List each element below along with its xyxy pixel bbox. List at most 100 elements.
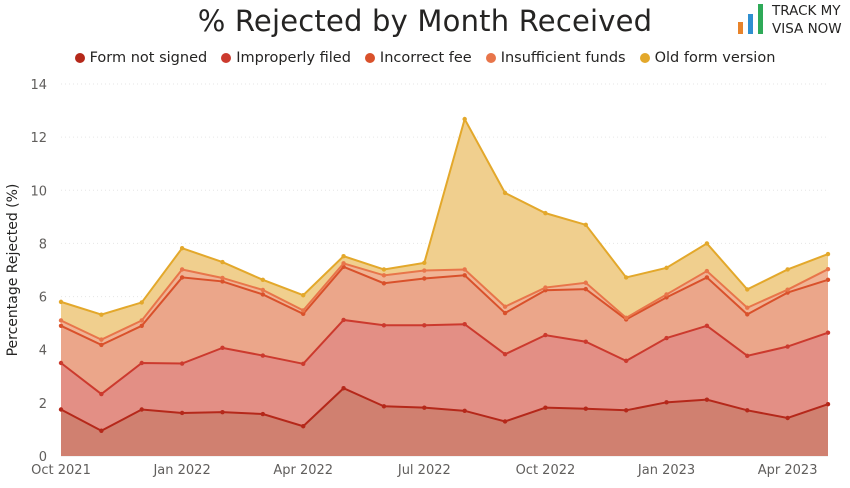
point-incorrect-fee bbox=[179, 275, 185, 280]
point-incorrect-fee bbox=[301, 311, 306, 317]
point-old-form-version bbox=[745, 287, 750, 292]
point-insufficient-funds bbox=[179, 267, 185, 272]
point-improperly-filed bbox=[623, 358, 629, 364]
point-incorrect-fee bbox=[704, 275, 710, 280]
point-old-form-version bbox=[139, 300, 144, 305]
point-old-form-version bbox=[301, 293, 306, 298]
point-insufficient-funds bbox=[462, 267, 467, 272]
legend-marker bbox=[485, 53, 496, 63]
point-form-not-signed bbox=[502, 419, 508, 424]
y-tick-label: 10 bbox=[30, 184, 47, 199]
point-form-not-signed bbox=[99, 428, 104, 433]
point-improperly-filed bbox=[139, 360, 144, 366]
point-form-not-signed bbox=[704, 397, 710, 402]
point-improperly-filed bbox=[58, 360, 64, 366]
legend-label: Improperly filed bbox=[236, 50, 351, 66]
point-improperly-filed bbox=[664, 335, 669, 341]
point-incorrect-fee bbox=[381, 281, 387, 286]
point-improperly-filed bbox=[543, 332, 548, 338]
point-form-not-signed bbox=[825, 401, 831, 407]
x-tick-label: Apr 2022 bbox=[273, 463, 333, 478]
point-improperly-filed bbox=[301, 361, 306, 366]
line-improperly-filed bbox=[60, 318, 829, 396]
point-old-form-version bbox=[58, 299, 64, 305]
y-tick-label: 14 bbox=[30, 78, 47, 93]
y-tick-label: 0 bbox=[39, 450, 47, 465]
legend-marker bbox=[364, 53, 375, 63]
point-improperly-filed bbox=[99, 391, 104, 397]
point-old-form-version bbox=[179, 246, 185, 251]
point-old-form-version bbox=[623, 275, 629, 280]
point-old-form-version bbox=[664, 265, 669, 271]
point-old-form-version bbox=[543, 210, 548, 216]
point-form-not-signed bbox=[301, 424, 306, 429]
point-improperly-filed bbox=[422, 323, 427, 328]
point-old-form-version bbox=[99, 312, 104, 317]
point-old-form-version bbox=[422, 260, 427, 266]
line-incorrect-fee bbox=[60, 265, 829, 347]
point-form-not-signed bbox=[139, 407, 144, 412]
point-improperly-filed bbox=[825, 330, 831, 335]
point-improperly-filed bbox=[220, 345, 225, 351]
x-tick-label: Jan 2023 bbox=[637, 463, 695, 478]
area-incorrect-fee bbox=[61, 266, 828, 395]
legend-marker bbox=[74, 53, 85, 63]
point-form-not-signed bbox=[462, 408, 467, 414]
line-insufficient-funds bbox=[60, 262, 829, 341]
point-form-not-signed bbox=[745, 408, 750, 413]
point-form-not-signed bbox=[58, 407, 64, 412]
point-insufficient-funds bbox=[825, 267, 831, 272]
x-tick-label: Jul 2022 bbox=[397, 463, 451, 478]
point-form-not-signed bbox=[220, 409, 225, 415]
point-incorrect-fee bbox=[583, 286, 588, 292]
area-improperly-filed bbox=[61, 319, 828, 431]
point-insufficient-funds bbox=[139, 318, 144, 323]
point-form-not-signed bbox=[381, 404, 387, 409]
point-old-form-version bbox=[220, 259, 225, 265]
y-tick-label: 12 bbox=[30, 131, 47, 146]
point-incorrect-fee bbox=[58, 323, 64, 328]
point-form-not-signed bbox=[422, 405, 427, 410]
area-form-not-signed bbox=[61, 388, 828, 456]
point-improperly-filed bbox=[583, 339, 588, 344]
point-form-not-signed bbox=[583, 406, 588, 411]
point-improperly-filed bbox=[341, 317, 346, 323]
point-form-not-signed bbox=[260, 411, 266, 417]
legend-label: Form not signed bbox=[89, 50, 208, 66]
point-insufficient-funds bbox=[704, 268, 710, 274]
chart-title: % Rejected by Month Received bbox=[197, 4, 653, 38]
point-insufficient-funds bbox=[664, 292, 669, 297]
logo-line-2: VISA NOW bbox=[772, 21, 842, 37]
x-tick-label: Oct 2021 bbox=[31, 463, 91, 478]
point-insufficient-funds bbox=[99, 337, 104, 342]
point-old-form-version bbox=[462, 116, 467, 122]
point-incorrect-fee bbox=[99, 342, 104, 348]
point-old-form-version bbox=[381, 267, 387, 272]
point-insufficient-funds bbox=[301, 308, 306, 313]
point-insufficient-funds bbox=[341, 261, 346, 266]
point-incorrect-fee bbox=[260, 292, 266, 297]
point-insufficient-funds bbox=[543, 285, 548, 290]
x-tick-label: Jan 2022 bbox=[152, 463, 210, 478]
legend-item: Incorrect fee bbox=[364, 50, 472, 66]
legend-item: Improperly filed bbox=[221, 50, 351, 66]
point-incorrect-fee bbox=[422, 276, 427, 281]
y-tick-label: 2 bbox=[39, 397, 47, 412]
legend-marker bbox=[221, 53, 232, 63]
point-improperly-filed bbox=[704, 323, 710, 328]
point-incorrect-fee bbox=[462, 273, 467, 278]
legend-label: Insufficient funds bbox=[500, 50, 626, 66]
point-old-form-version bbox=[341, 253, 346, 259]
y-tick-label: 4 bbox=[39, 344, 47, 359]
point-insufficient-funds bbox=[220, 275, 225, 281]
point-form-not-signed bbox=[664, 400, 669, 405]
line-form-not-signed bbox=[60, 387, 829, 432]
point-form-not-signed bbox=[341, 386, 346, 391]
point-old-form-version bbox=[785, 267, 790, 272]
area-old-form-version bbox=[61, 119, 828, 340]
point-insufficient-funds bbox=[381, 273, 387, 278]
point-form-not-signed bbox=[623, 408, 629, 413]
point-improperly-filed bbox=[745, 353, 750, 359]
legend-label: Old form version bbox=[654, 50, 776, 66]
